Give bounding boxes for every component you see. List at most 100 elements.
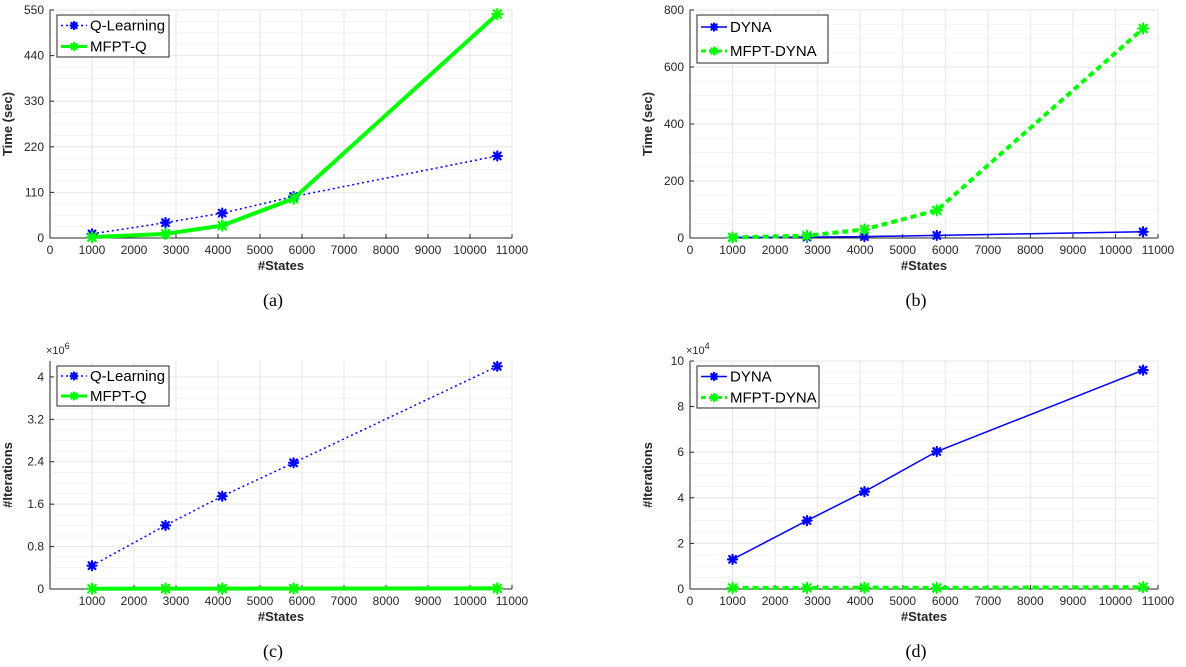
data-point bbox=[726, 581, 739, 594]
legend: DYNA MFPT-DYNA bbox=[696, 365, 820, 409]
series-line-q-learning bbox=[91, 365, 498, 567]
y-tick-label: 4 bbox=[677, 491, 684, 505]
y-axis-label: Time (sec) bbox=[0, 92, 15, 156]
x-tick-label: 0 bbox=[687, 594, 694, 608]
data-point bbox=[491, 582, 504, 595]
y-exponent-label: ×104 bbox=[686, 341, 710, 357]
x-axis-label: #States bbox=[258, 609, 304, 624]
legend: Q-Learning MFPT-Q bbox=[56, 14, 170, 58]
x-tick-label: 4000 bbox=[847, 243, 874, 257]
y-tick-label: 1.6 bbox=[27, 497, 44, 511]
legend-label: Q-Learning bbox=[90, 368, 165, 385]
data-point bbox=[86, 560, 98, 572]
x-tick-label: 3000 bbox=[804, 243, 831, 257]
x-tick-label: 8000 bbox=[373, 243, 400, 257]
y-tick-label: 6 bbox=[677, 445, 684, 459]
y-tick-label: 550 bbox=[24, 3, 44, 17]
legend-swatch-marker bbox=[709, 392, 719, 403]
x-tick-label: 7000 bbox=[331, 594, 358, 608]
y-tick-label: 8 bbox=[677, 400, 684, 414]
x-tick-label: 9000 bbox=[415, 243, 442, 257]
data-point bbox=[85, 582, 99, 595]
x-axis-label: #States bbox=[901, 258, 947, 273]
x-tick-label: 8000 bbox=[1017, 594, 1044, 608]
y-tick-label: 4 bbox=[37, 370, 44, 384]
data-point bbox=[801, 514, 813, 527]
data-point bbox=[800, 229, 814, 242]
x-tick-label: 7000 bbox=[974, 594, 1001, 608]
data-point bbox=[287, 192, 300, 205]
x-tick-label: 2000 bbox=[121, 594, 148, 608]
y-axis-label: #Iterations bbox=[0, 442, 15, 508]
x-tick-label: 11000 bbox=[1142, 594, 1175, 608]
y-tick-label: 330 bbox=[24, 94, 44, 108]
y-tick-label: 600 bbox=[664, 60, 684, 74]
legend-swatch-marker bbox=[709, 46, 719, 56]
y-tick-label: 0.8 bbox=[27, 540, 44, 554]
data-point bbox=[491, 8, 504, 21]
x-tick-label: 9000 bbox=[415, 594, 442, 608]
x-tick-label: 2000 bbox=[121, 243, 148, 257]
subfigure-caption: (d) bbox=[906, 641, 927, 662]
subfigure-caption: (a) bbox=[263, 290, 283, 311]
legend-box bbox=[696, 365, 820, 409]
legend-box bbox=[56, 14, 170, 58]
y-tick-label: 0 bbox=[677, 582, 684, 596]
data-point bbox=[1137, 226, 1149, 238]
data-point bbox=[1137, 22, 1150, 35]
data-point bbox=[858, 581, 871, 594]
legend: DYNA MFPT-DYNA bbox=[696, 14, 829, 64]
data-point bbox=[216, 582, 229, 595]
data-point bbox=[858, 223, 871, 236]
data-point bbox=[491, 360, 503, 372]
y-tick-label: 2.4 bbox=[27, 455, 44, 469]
legend-swatch-marker bbox=[709, 22, 719, 32]
legend-swatch-marker bbox=[69, 41, 79, 52]
x-tick-label: 5000 bbox=[247, 594, 274, 608]
data-point bbox=[287, 582, 300, 595]
x-tick-label: 11000 bbox=[1142, 243, 1175, 257]
x-tick-label: 7000 bbox=[331, 243, 358, 257]
legend-label: Q-Learning bbox=[90, 18, 165, 35]
chart-panel-d: 0 1000 2000 3000 4000 5000 6000 7000 8000 9000 100… bbox=[640, 341, 1175, 662]
y-tick-label: 110 bbox=[25, 185, 44, 199]
legend-label: MFPT-DYNA bbox=[730, 43, 817, 60]
x-tick-label: 2000 bbox=[762, 243, 789, 257]
legend-label: MFPT-Q bbox=[90, 388, 147, 405]
chart-panel-a: 0 1000 2000 3000 4000 5000 6000 7000 8000 9000 100… bbox=[0, 3, 529, 311]
x-tick-label: 3000 bbox=[804, 594, 831, 608]
data-point bbox=[931, 229, 943, 242]
data-point bbox=[800, 581, 814, 594]
x-tick-label: 8000 bbox=[373, 594, 400, 608]
legend-label: MFPT-DYNA bbox=[730, 390, 817, 407]
x-tick-label: 11000 bbox=[496, 594, 529, 608]
x-tick-label: 7000 bbox=[974, 243, 1001, 257]
legend-swatch-marker bbox=[709, 371, 719, 382]
x-tick-label: 2000 bbox=[762, 594, 789, 608]
x-axis-label: #States bbox=[258, 258, 304, 273]
x-tick-label: 1000 bbox=[79, 243, 106, 257]
x-tick-label: 3000 bbox=[163, 243, 190, 257]
x-tick-label: 5000 bbox=[247, 243, 274, 257]
x-tick-label: 5000 bbox=[889, 243, 916, 257]
data-point bbox=[1137, 364, 1149, 376]
subfigure-caption: (c) bbox=[263, 641, 283, 662]
y-tick-label: 2 bbox=[677, 536, 684, 550]
legend-box bbox=[56, 365, 170, 407]
data-point bbox=[1137, 581, 1150, 594]
legend-swatch-marker bbox=[69, 371, 79, 381]
x-tick-label: 1000 bbox=[719, 243, 746, 257]
x-axis-label: #States bbox=[901, 609, 947, 624]
subfigure-caption: (b) bbox=[906, 290, 927, 311]
x-tick-label: 8000 bbox=[1017, 243, 1044, 257]
data-point bbox=[216, 490, 228, 502]
data-point bbox=[159, 217, 172, 229]
x-tick-label: 4000 bbox=[847, 594, 874, 608]
x-tick-label: 4000 bbox=[205, 594, 232, 608]
y-exponent-label: ×106 bbox=[46, 341, 70, 357]
legend-label: DYNA bbox=[730, 369, 772, 386]
y-tick-label: 220 bbox=[24, 140, 44, 154]
legend-label: DYNA bbox=[730, 19, 772, 36]
x-tick-label: 0 bbox=[687, 243, 694, 257]
